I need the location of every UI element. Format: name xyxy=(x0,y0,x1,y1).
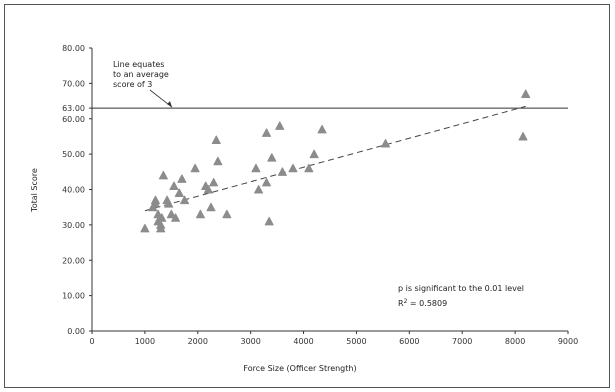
data-point xyxy=(195,209,205,219)
data-point xyxy=(267,153,277,162)
data-point xyxy=(164,199,174,208)
y-tick-label: 0.00 xyxy=(67,327,85,336)
annotation-line-2: to an average xyxy=(113,70,169,79)
y-tick-label: 30.00 xyxy=(62,221,85,230)
data-point xyxy=(262,177,272,187)
data-point xyxy=(317,124,327,134)
x-tick-label: 1000 xyxy=(135,337,155,346)
y-tick-label: 63.00 xyxy=(62,104,85,113)
y-tick-label: 10.00 xyxy=(62,292,85,301)
x-tick-label: 7000 xyxy=(452,337,472,346)
r2-value: = 0.5809 xyxy=(407,299,447,308)
y-tick-label: 20.00 xyxy=(62,256,85,265)
y-axis-ticks: 0.00 10.00 20.00 30.00 40.00 50.00 60.00 63.00 7… xyxy=(62,44,92,336)
x-axis-title: Force Size (Officer Strength) xyxy=(243,364,356,373)
data-point xyxy=(166,209,176,219)
chart-frame xyxy=(4,4,610,388)
r2-superscript: 2 xyxy=(404,298,408,305)
data-point xyxy=(158,170,168,180)
stats-significance: p is significant to the 0.01 level xyxy=(398,284,524,293)
data-point xyxy=(309,149,319,159)
annotation-line-3: score of 3 xyxy=(113,80,152,89)
data-point xyxy=(157,213,167,222)
y-axis-title: Total Score xyxy=(30,168,39,213)
annotation-arrowhead xyxy=(167,101,172,108)
data-point xyxy=(222,209,232,219)
data-point xyxy=(190,163,200,173)
y-tick-label: 70.00 xyxy=(62,79,85,88)
annotation-line-1: Line equates xyxy=(113,60,164,69)
x-tick-label: 0 xyxy=(89,337,94,346)
x-tick-label: 9000 xyxy=(558,337,578,346)
data-point xyxy=(211,135,221,144)
data-point xyxy=(169,181,179,190)
data-point xyxy=(254,185,264,194)
data-point xyxy=(203,185,213,194)
data-point xyxy=(304,163,314,173)
x-axis-ticks: 0 1000 2000 3000 4000 5000 6000 7000 8000 9000 xyxy=(89,331,578,346)
x-tick-label: 8000 xyxy=(505,337,525,346)
data-point xyxy=(206,202,216,212)
data-point xyxy=(277,167,287,176)
data-point xyxy=(213,156,223,166)
data-point xyxy=(251,163,261,173)
y-tick-label: 50.00 xyxy=(62,150,85,159)
data-point xyxy=(174,188,184,198)
x-tick-label: 5000 xyxy=(346,337,366,346)
data-point xyxy=(177,174,187,183)
data-point xyxy=(156,223,166,233)
data-point xyxy=(275,121,285,130)
data-point xyxy=(150,195,160,205)
x-tick-label: 2000 xyxy=(188,337,208,346)
data-point xyxy=(140,223,150,233)
data-point xyxy=(521,89,531,98)
data-point xyxy=(381,139,391,148)
trend-line xyxy=(144,105,526,212)
data-point xyxy=(171,213,181,222)
x-tick-label: 3000 xyxy=(240,337,260,346)
stats-r-squared: R2 = 0.5809 xyxy=(398,298,447,308)
data-points xyxy=(140,89,531,233)
data-point xyxy=(180,195,190,205)
data-point xyxy=(518,131,528,141)
x-tick-label: 6000 xyxy=(399,337,419,346)
y-tick-label: 80.00 xyxy=(62,44,85,53)
x-tick-label: 4000 xyxy=(293,337,313,346)
y-tick-label: 40.00 xyxy=(62,186,85,195)
data-point xyxy=(209,177,219,187)
r2-prefix: R xyxy=(398,299,404,308)
data-point xyxy=(288,163,298,173)
y-tick-label: 60.00 xyxy=(62,115,85,124)
data-point xyxy=(264,216,274,226)
data-point xyxy=(262,128,272,137)
